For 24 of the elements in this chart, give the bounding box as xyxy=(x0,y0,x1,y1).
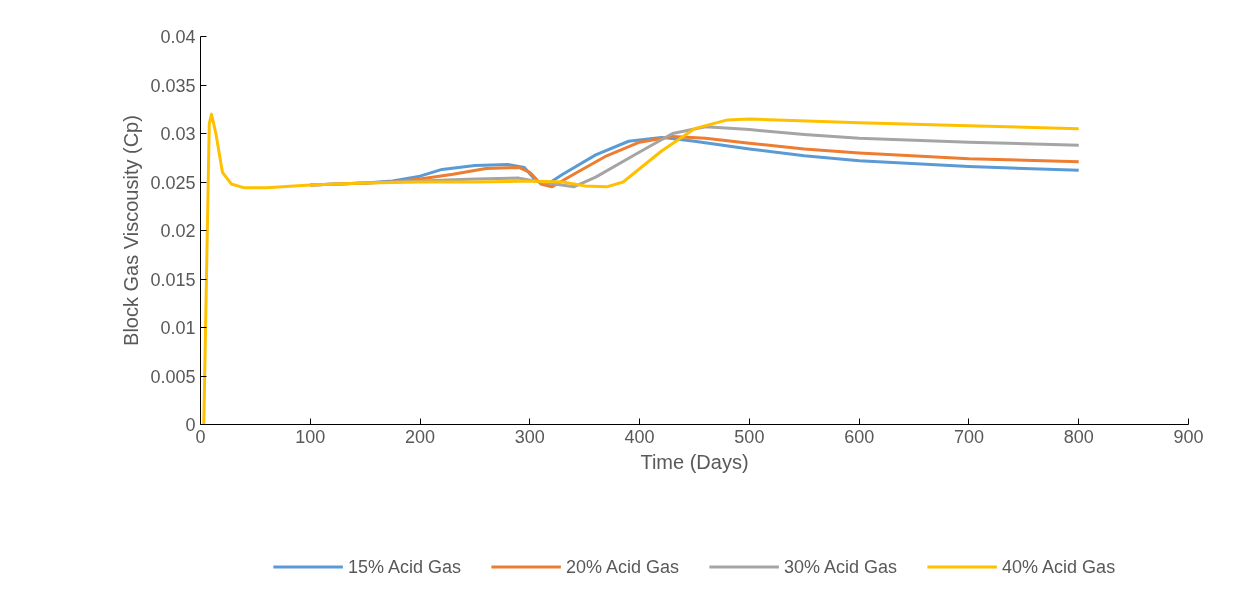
legend-label: 40% Acid Gas xyxy=(1002,556,1116,577)
y-tick-label: 0.015 xyxy=(150,269,196,290)
y-tick-label: 0.035 xyxy=(150,75,196,96)
x-axis-title: Time (Days) xyxy=(640,450,749,473)
x-tick-label: 900 xyxy=(1173,426,1204,447)
y-tick-label: 0.03 xyxy=(160,124,196,144)
x-tick-label: 700 xyxy=(953,426,984,447)
x-tick-label: 600 xyxy=(844,426,875,447)
x-tick-label: 800 xyxy=(1063,426,1094,447)
legend-label: 20% Acid Gas xyxy=(565,556,679,577)
x-tick-label: 400 xyxy=(624,426,655,447)
legend-label: 15% Acid Gas xyxy=(347,556,461,577)
y-tick-label: 0.005 xyxy=(150,366,196,387)
x-tick-label: 100 xyxy=(295,426,326,447)
y-tick-label: 0.04 xyxy=(160,27,196,47)
y-axis-title: Block Gas Viscousity (Cp) xyxy=(120,115,143,346)
x-tick-label: 300 xyxy=(514,426,545,447)
legend-label: 30% Acid Gas xyxy=(784,556,898,577)
x-tick-label: 200 xyxy=(405,426,436,447)
x-tick-label: 500 xyxy=(734,426,765,447)
y-tick-label: 0.01 xyxy=(160,318,196,338)
y-tick-label: 0.02 xyxy=(160,221,196,241)
line-series xyxy=(202,112,1081,425)
y-tick-label: 0.025 xyxy=(150,172,196,193)
